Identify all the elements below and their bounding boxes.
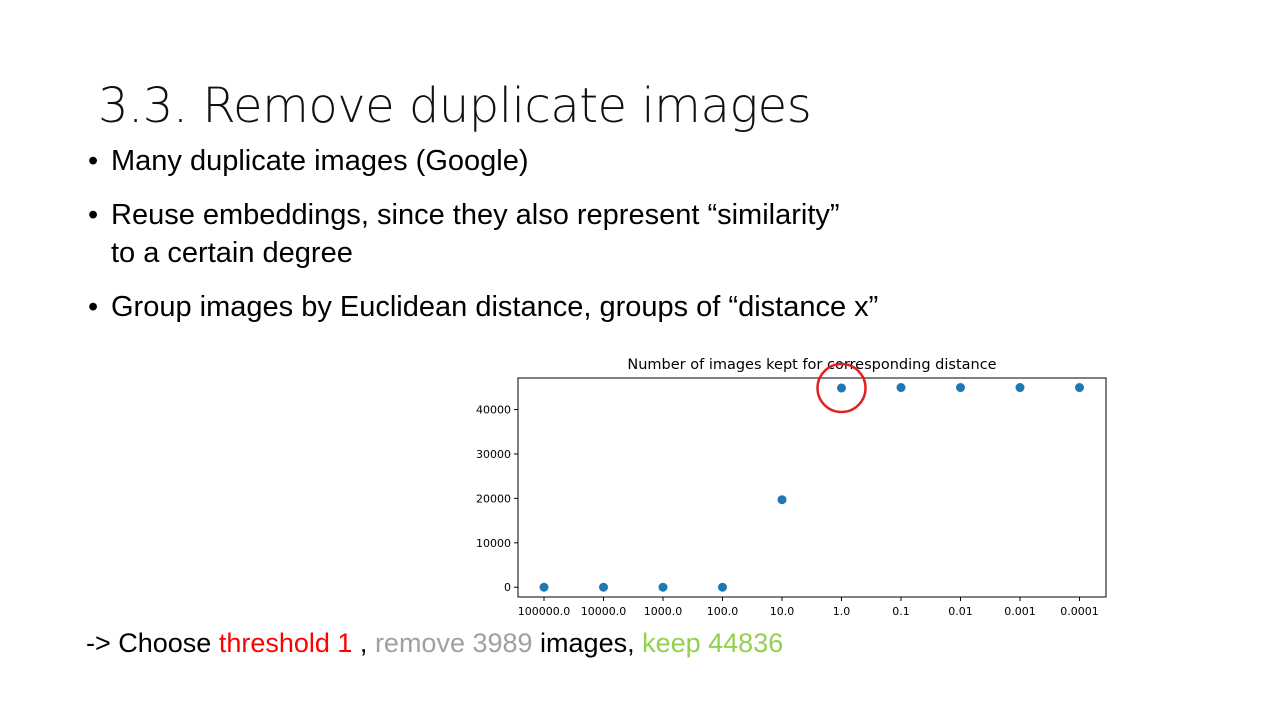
- conclusion-separator: ,: [352, 628, 375, 658]
- data-point: [718, 582, 727, 592]
- chart-title: Number of images kept for corresponding …: [627, 357, 996, 373]
- bullet-dot: •: [88, 145, 99, 177]
- bullet-dot: •: [88, 199, 99, 231]
- y-tick-label: 30000: [476, 448, 511, 461]
- data-point: [658, 582, 668, 592]
- data-point: [777, 495, 787, 505]
- bullet-text: Many duplicate images (Google): [111, 145, 529, 177]
- y-tick-label: 10000: [476, 537, 511, 550]
- conclusion-prefix: -> Choose: [86, 628, 219, 658]
- bullet-list: • Many duplicate images (Google) • Reuse…: [88, 142, 1188, 342]
- distance-scatter-chart: Number of images kept for corresponding …: [476, 357, 1107, 618]
- data-point: [539, 582, 549, 592]
- remove-count-text: remove 3989: [374, 628, 533, 658]
- bullet-item: • Group images by Euclidean distance, gr…: [88, 288, 1188, 326]
- images-text: images,: [532, 628, 643, 658]
- x-tick-label: 0.1: [892, 605, 910, 618]
- x-tick-label: 100.0: [707, 605, 739, 618]
- bullet-text: Reuse embeddings, since they also repres…: [111, 199, 840, 269]
- x-tick-label: 1000.0: [644, 605, 683, 618]
- keep-count-text: keep 44836: [642, 628, 784, 658]
- data-point: [1075, 383, 1084, 393]
- x-tick-label: 0.001: [1004, 605, 1036, 618]
- bullet-dot: •: [88, 291, 99, 323]
- bullet-text: Group images by Euclidean distance, grou…: [111, 291, 879, 323]
- data-point: [599, 582, 608, 592]
- x-tick-label: 0.0001: [1060, 605, 1099, 618]
- threshold-highlight-circle: [816, 362, 867, 414]
- slide-title: 3.3. Remove duplicate images: [98, 78, 812, 134]
- y-tick-label: 20000: [476, 492, 511, 505]
- bullet-item: • Many duplicate images (Google): [88, 142, 1188, 180]
- y-tick-label: 0: [504, 581, 511, 594]
- data-point: [1015, 383, 1025, 393]
- x-tick-label: 1.0: [833, 605, 851, 618]
- data-point: [896, 383, 906, 393]
- data-point: [837, 383, 846, 393]
- conclusion-line: -> Choose threshold 1 , remove 3989 imag…: [86, 625, 783, 661]
- data-point: [956, 383, 965, 393]
- x-tick-label: 0.01: [948, 605, 973, 618]
- x-tick-label: 10000.0: [581, 605, 627, 618]
- plot-frame: [517, 377, 1107, 598]
- x-tick-label: 100000.0: [518, 605, 571, 618]
- y-tick-label: 40000: [476, 404, 511, 417]
- x-tick-label: 10.0: [770, 605, 795, 618]
- bullet-item: • Reuse embeddings, since they also repr…: [88, 196, 1188, 272]
- threshold-text: threshold 1: [218, 628, 353, 658]
